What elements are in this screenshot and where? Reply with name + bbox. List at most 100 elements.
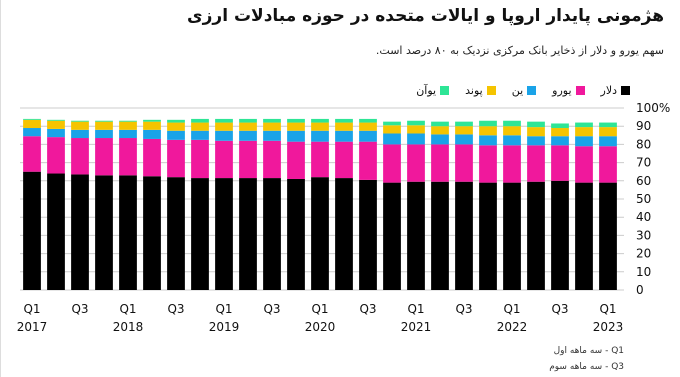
- bar-segment: [191, 139, 209, 179]
- bar-segment: [263, 118, 281, 123]
- bar-segment: [287, 130, 305, 142]
- bar-segment: [455, 134, 473, 145]
- bar-segment: [95, 138, 113, 176]
- bar-segment: [455, 144, 473, 182]
- bar-segment: [263, 122, 281, 131]
- footnote-q1-text: سه ماهه اول: [553, 346, 603, 356]
- bar-segment: [575, 146, 593, 183]
- bar-segment: [23, 128, 41, 137]
- bar-segment: [311, 141, 329, 178]
- legend-swatch-dollar: [621, 86, 630, 95]
- x-tick-year-label: 2018: [113, 320, 144, 334]
- bar-segment: [359, 179, 377, 290]
- bar-segment: [71, 129, 89, 139]
- bar-segment: [335, 118, 353, 123]
- bar-segment: [215, 140, 233, 179]
- y-tick-label: 60: [636, 174, 651, 188]
- bar-segment: [455, 126, 473, 135]
- bar-segment: [503, 135, 521, 146]
- bar-segment: [407, 144, 425, 182]
- bar-segment: [23, 119, 41, 129]
- bar-segment: [191, 130, 209, 140]
- bar-segment: [551, 136, 569, 146]
- bar-segment: [143, 129, 161, 139]
- bar-segment: [575, 136, 593, 147]
- bar-segment: [455, 121, 473, 127]
- x-tick-label: Q3: [455, 302, 472, 316]
- bar-segment: [239, 122, 257, 131]
- bar-segment: [167, 122, 185, 131]
- y-tick-label: 30: [636, 228, 651, 242]
- bar-segment: [551, 123, 569, 129]
- x-tick-label: Q3: [551, 302, 568, 316]
- bar-segment: [359, 141, 377, 180]
- y-tick-label: 50: [636, 192, 651, 206]
- bar-segment: [95, 120, 113, 122]
- bar-segment: [71, 174, 89, 290]
- bar-segment: [143, 138, 161, 177]
- x-tick-year-label: 2019: [209, 320, 240, 334]
- bar-segment: [479, 120, 497, 127]
- x-tick-label: Q3: [71, 302, 88, 316]
- bar-segment: [191, 178, 209, 290]
- bar-segment: [479, 126, 497, 136]
- footnote-q1-dash: -: [602, 346, 609, 356]
- bar-segment: [551, 180, 569, 290]
- bar-segment: [359, 118, 377, 123]
- bar-segment: [527, 127, 545, 137]
- bar-segment: [431, 134, 449, 145]
- legend: دلار یورو ین پوند یوآن: [416, 84, 630, 97]
- legend-swatch-pound: [486, 86, 496, 95]
- bar-segment: [551, 128, 569, 137]
- bar-segment: [143, 121, 161, 130]
- bar-segment: [599, 127, 617, 137]
- footnote-q3-text: سه ماهه سوم: [549, 362, 603, 372]
- bar-segment: [503, 126, 521, 136]
- bar-segment: [167, 177, 185, 290]
- bar-segment: [431, 144, 449, 182]
- footnote-q3: Q3 - سه ماهه سوم: [549, 359, 624, 375]
- bar-segment: [479, 145, 497, 183]
- bar-segment: [23, 136, 41, 172]
- bar-segment: [311, 130, 329, 142]
- bar-segment: [287, 178, 305, 290]
- legend-label-euro: یورو: [552, 84, 572, 97]
- footnotes: Q1 - سه ماهه اول Q3 - سه ماهه سوم: [549, 343, 624, 375]
- bar-segment: [455, 181, 473, 290]
- y-tick-label: 40: [636, 210, 651, 224]
- x-tick-label: Q3: [359, 302, 376, 316]
- bar-segment: [311, 177, 329, 290]
- bar-segment: [527, 181, 545, 290]
- bar-segment: [335, 141, 353, 179]
- bar-segment: [23, 118, 41, 120]
- bar-segment: [47, 173, 65, 290]
- bar-segment: [167, 119, 185, 123]
- bar-segment: [239, 140, 257, 179]
- bar-segment: [479, 182, 497, 290]
- legend-label-pound: پوند: [465, 84, 483, 97]
- x-tick-label: Q1: [119, 302, 136, 316]
- bar-segment: [191, 122, 209, 131]
- legend-item-pound: پوند: [465, 84, 496, 97]
- bar-segment: [311, 122, 329, 131]
- footnote-q1: Q1 - سه ماهه اول: [549, 343, 624, 359]
- chart-subtitle: سهم یورو و دلار از ذخایر بانک مرکزی نزدی…: [375, 44, 664, 57]
- bar-segment: [383, 125, 401, 134]
- bar-segment: [143, 119, 161, 122]
- bar-segment: [503, 120, 521, 127]
- x-tick-label: Q1: [503, 302, 520, 316]
- legend-swatch-yuan: [440, 86, 450, 95]
- bar-segment: [383, 144, 401, 183]
- bar-segment: [215, 178, 233, 290]
- chart-title: هژمونی پایدار اروپا و ایالات متحده در حو…: [187, 6, 664, 26]
- legend-item-euro: یورو: [552, 84, 585, 97]
- footnote-q1-code: Q1: [611, 346, 624, 356]
- bar-segment: [47, 137, 65, 174]
- x-tick-year-label: 2017: [17, 320, 48, 334]
- bar-segment: [575, 122, 593, 128]
- bar-segment: [215, 122, 233, 131]
- bar-segment: [263, 178, 281, 290]
- bar-segment: [119, 121, 137, 130]
- bar-segment: [503, 182, 521, 290]
